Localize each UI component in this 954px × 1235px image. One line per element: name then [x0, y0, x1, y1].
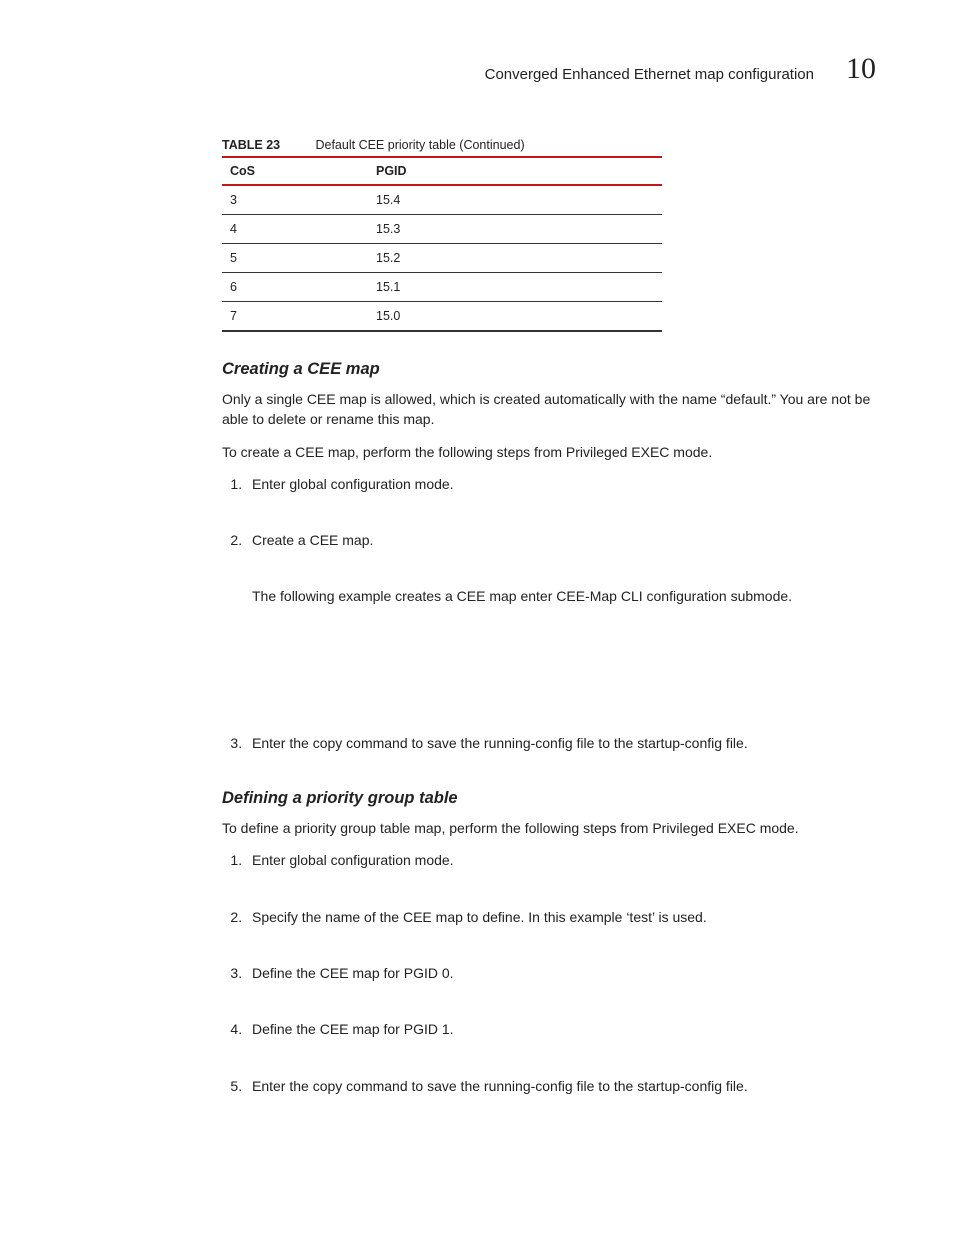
step-item: Enter global configuration mode. — [246, 474, 874, 494]
step-item: Define the CEE map for PGID 1. — [246, 1019, 874, 1039]
table-row: 7 15.0 — [222, 302, 662, 332]
cell-cos: 5 — [222, 244, 368, 273]
section-heading-defining: Defining a priority group table — [222, 789, 874, 808]
col-cos: CoS — [222, 157, 368, 185]
step-text: Specify the name of the CEE map to defin… — [252, 909, 707, 925]
section-heading-creating: Creating a CEE map — [222, 360, 874, 379]
step-item: Define the CEE map for PGID 0. — [246, 963, 874, 983]
step-item: Specify the name of the CEE map to defin… — [246, 907, 874, 927]
col-pgid: PGID — [368, 157, 662, 185]
cell-cos: 3 — [222, 185, 368, 215]
cell-pgid: 15.0 — [368, 302, 662, 332]
table-row: 6 15.1 — [222, 273, 662, 302]
content-area: TABLE 23 Default CEE priority table (Con… — [222, 138, 874, 1132]
step-item: Enter global configuration mode. — [246, 850, 874, 870]
section2-steps: Enter global configuration mode. Specify… — [222, 850, 874, 1095]
cell-pgid: 15.3 — [368, 215, 662, 244]
step-item: Enter the copy command to save the runni… — [246, 1076, 874, 1096]
page: Converged Enhanced Ethernet map configur… — [0, 0, 954, 1235]
cell-pgid: 15.1 — [368, 273, 662, 302]
cell-cos: 7 — [222, 302, 368, 332]
step-text: Enter global configuration mode. — [252, 852, 454, 868]
step-text: Define the CEE map for PGID 1. — [252, 1021, 454, 1037]
step-text: Define the CEE map for PGID 0. — [252, 965, 454, 981]
table-caption-text: Default CEE priority table (Continued) — [315, 138, 524, 152]
step-text: Enter the copy command to save the runni… — [252, 735, 748, 751]
step-text: Create a CEE map. — [252, 532, 373, 548]
section1-p1: Only a single CEE map is allowed, which … — [222, 389, 874, 430]
step-item: Enter the copy command to save the runni… — [246, 733, 874, 753]
code-placeholder — [252, 607, 874, 697]
table-row: 4 15.3 — [222, 215, 662, 244]
chapter-number: 10 — [846, 52, 876, 86]
priority-table: CoS PGID 3 15.4 4 15.3 5 15.2 6 — [222, 156, 662, 332]
table-header-row: CoS PGID — [222, 157, 662, 185]
table-row: 3 15.4 — [222, 185, 662, 215]
cell-cos: 6 — [222, 273, 368, 302]
step-subtext: The following example creates a CEE map … — [252, 586, 874, 606]
table-row: 5 15.2 — [222, 244, 662, 273]
cell-pgid: 15.2 — [368, 244, 662, 273]
table-label: TABLE 23 — [222, 138, 312, 152]
section1-p2: To create a CEE map, perform the followi… — [222, 442, 874, 462]
section1-steps: Enter global configuration mode. Create … — [222, 474, 874, 753]
section2-p1: To define a priority group table map, pe… — [222, 818, 874, 838]
step-item: Create a CEE map. The following example … — [246, 530, 874, 697]
step-text: Enter global configuration mode. — [252, 476, 454, 492]
step-text: Enter the copy command to save the runni… — [252, 1078, 748, 1094]
cell-cos: 4 — [222, 215, 368, 244]
header-title: Converged Enhanced Ethernet map configur… — [485, 66, 814, 83]
table-caption: TABLE 23 Default CEE priority table (Con… — [222, 138, 874, 152]
cell-pgid: 15.4 — [368, 185, 662, 215]
